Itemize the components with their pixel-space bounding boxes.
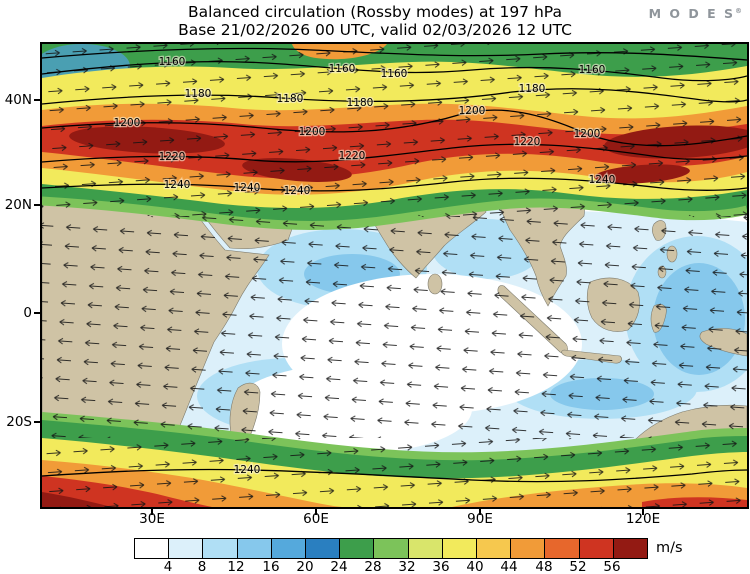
- x-tick-90e: [479, 509, 481, 515]
- contour-label: 1160: [381, 68, 408, 80]
- colorbar-cell: [270, 539, 306, 558]
- contour-label: 1180: [185, 88, 212, 100]
- colorbar-tick-label: 28: [364, 559, 382, 574]
- colorbar-cell: [236, 539, 271, 558]
- x-axis-label-90e: 90E: [467, 511, 493, 527]
- contour-1160: [41, 60, 748, 82]
- colorbar-units: m/s: [656, 540, 683, 556]
- modes-logo: M O D E S®: [649, 6, 742, 21]
- colorbar-cell: [510, 539, 545, 558]
- contour-label-layer: 1160 1160 1160 1160 1180 1180 1180 1180 …: [112, 55, 616, 478]
- arrows-tropics-westward: [42, 216, 747, 438]
- y-tick-20s: [34, 421, 40, 423]
- arrows-south-eastward: [42, 438, 747, 507]
- contour-label: 1200: [299, 126, 326, 138]
- contour-label: 1180: [347, 97, 374, 109]
- contour-label: 1220: [339, 150, 366, 162]
- contour-label: 1220: [514, 136, 541, 148]
- contour-label: 1240: [234, 182, 261, 194]
- contour-1180: [41, 88, 748, 105]
- contour-label: 1240: [164, 179, 191, 191]
- y-tick-20n: [34, 204, 40, 206]
- contour-label: 1220: [159, 151, 186, 163]
- colorbar-tick-label: 36: [432, 559, 450, 574]
- colorbar-tick-label: 44: [500, 559, 518, 574]
- colorbar-tick-label: 40: [466, 559, 484, 574]
- contour-label: 1240: [284, 185, 311, 197]
- contour-label: 1160: [579, 64, 606, 76]
- colorbar-tick-label: 8: [197, 559, 207, 574]
- y-tick-40n: [34, 99, 40, 101]
- colorbar-tick-label: 52: [569, 559, 587, 574]
- x-axis-label-30e: 30E: [139, 511, 165, 527]
- contour-1220: [41, 143, 748, 163]
- modes-logo-reg: ®: [735, 6, 742, 15]
- colorbar-cell: [135, 539, 169, 558]
- colorbar-cell: [612, 539, 648, 558]
- map-plot-area: 1160 1160 1160 1160 1180 1180 1180 1180 …: [34, 42, 750, 509]
- map-canvas: 1160 1160 1160 1160 1180 1180 1180 1180 …: [34, 44, 750, 508]
- colorbar-cell: [407, 539, 442, 558]
- contour-label: 1200: [459, 105, 486, 117]
- colorbar-cell: [202, 539, 237, 558]
- colorbar-tick-label: 4: [163, 559, 173, 574]
- x-axis-label-120e: 120E: [625, 511, 661, 527]
- contour-top-unlabeled: [41, 47, 748, 61]
- contour-label: 1180: [519, 83, 546, 95]
- contour-label: 1160: [329, 63, 356, 75]
- contour-label: 1160: [159, 56, 186, 68]
- y-axis-label-20n: 20N: [4, 197, 32, 213]
- contour-1240-north: [41, 177, 748, 192]
- colorbar-cell: [578, 539, 613, 558]
- colorbar-cell: [544, 539, 579, 558]
- colorbar-tick-label: 48: [535, 559, 553, 574]
- colorbar-tick-label: 12: [227, 559, 245, 574]
- colorbar-tick-label: 56: [603, 559, 621, 574]
- x-tick-60e: [315, 509, 317, 515]
- contour-label: 1240: [234, 464, 261, 476]
- chart-subtitle: Base 21/02/2026 00 UTC, valid 02/03/2026…: [178, 21, 572, 39]
- y-tick-0: [34, 312, 40, 314]
- colorbar-cell: [305, 539, 340, 558]
- colorbar-cell: [168, 539, 203, 558]
- chart-title: Balanced circulation (Rossby modes) at 1…: [188, 3, 562, 21]
- colorbar-cell: [476, 539, 511, 558]
- colorbar-tick-label: 16: [262, 559, 280, 574]
- x-axis-label-60e: 60E: [303, 511, 329, 527]
- y-axis-label-20s: 20S: [6, 414, 32, 430]
- colorbar-tick-label: 24: [330, 559, 348, 574]
- colorbar-cell: [339, 539, 374, 558]
- contour-label: 1240: [589, 174, 616, 186]
- colorbar: [134, 538, 648, 559]
- modes-logo-text: M O D E S: [648, 6, 735, 21]
- colorbar-cell: [441, 539, 477, 558]
- x-tick-120e: [642, 509, 644, 515]
- contour-label: 1200: [574, 128, 601, 140]
- contour-label: 1180: [277, 93, 304, 105]
- colorbar-tick-label: 32: [398, 559, 416, 574]
- contour-1200: [41, 109, 748, 147]
- colorbar-tick-label: 20: [296, 559, 314, 574]
- y-axis-label-0: 0: [23, 305, 32, 321]
- contour-label: 1200: [114, 117, 141, 129]
- contour-layer: [41, 47, 748, 483]
- x-tick-30e: [151, 509, 153, 515]
- y-axis-label-40n: 40N: [4, 92, 32, 108]
- wind-arrow-layer: [42, 44, 747, 507]
- contour-1240-south: [41, 468, 748, 483]
- colorbar-cell: [373, 539, 408, 558]
